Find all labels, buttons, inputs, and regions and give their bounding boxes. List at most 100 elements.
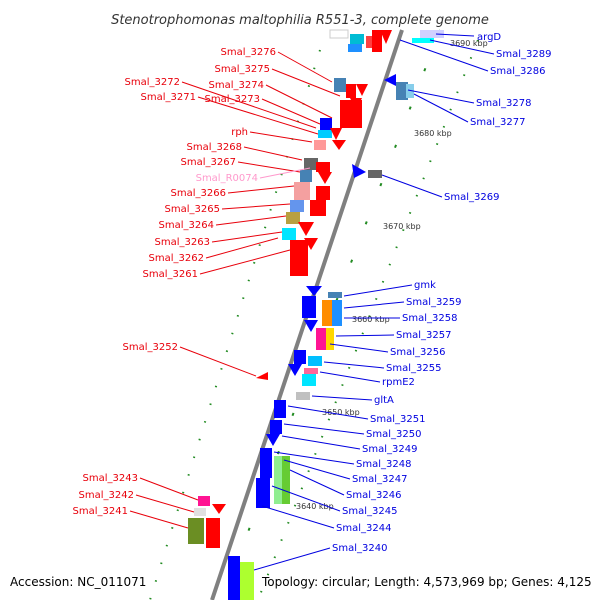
gene-label-smal-3247[interactable]: Smal_3247 [352,474,407,485]
gene-label-smal-3248[interactable]: Smal_3248 [356,459,411,470]
gene-smal-3275 [346,84,356,98]
tick-labels: 3690 kbp 3680 kbp 3670 kbp 3660 kbp 3650… [296,39,488,511]
leader-line [237,161,301,173]
gene-label-smal-3265[interactable]: Smal_3265 [165,204,220,215]
gene-label-rph[interactable]: rph [231,127,248,138]
gene-arrow [288,364,302,376]
gene-label-smal-3250[interactable]: Smal_3250 [366,429,421,440]
leader-line [435,33,475,37]
gene-rph [314,140,326,150]
gene-label-smal-3251[interactable]: Smal_3251 [370,414,425,425]
leader-line [199,249,291,275]
gene-label-smal-3257[interactable]: Smal_3257 [396,330,451,341]
gene-label-smal-r0074[interactable]: Smal_R0074 [196,173,258,184]
gene-block [329,29,349,39]
gene-block [326,328,334,350]
gene-smal-3256 [294,350,306,364]
gene-label-smal-3242[interactable]: Smal_3242 [79,490,134,501]
gene-arrow [330,128,342,140]
gene-block [310,200,326,216]
gene-smal-3274 [320,118,332,130]
gene-arrow [356,84,368,96]
leader-line [343,301,405,309]
gene-rpme2 [304,368,318,374]
gene-label-gmk[interactable]: gmk [414,280,436,291]
gene-features [188,29,444,600]
gene-smal-3289 [350,34,364,44]
gene-label-smal-3245[interactable]: Smal_3245 [342,506,397,517]
leader-line [273,451,355,465]
leader-line [281,435,361,450]
gene-smal-3272 [318,130,332,138]
gene-smal-3250 [270,420,282,434]
gene-label-smal-3273[interactable]: Smal_3273 [205,94,260,105]
gene-arrow [306,286,322,296]
gene-smal-3245 [256,478,270,508]
gene-smal-3263 [282,228,296,240]
gene-label-smal-3268[interactable]: Smal_3268 [187,142,242,153]
gene-label-rpme2[interactable]: rpmE2 [382,377,415,388]
gene-smal-3255 [308,356,322,366]
leader-line [243,146,303,161]
leader-line [259,167,311,179]
gene-label-smal-3278[interactable]: Smal_3278 [476,98,531,109]
gene-label-smal-3266[interactable]: Smal_3266 [171,188,226,199]
leader-line [283,423,365,435]
gene-label-smal-3274[interactable]: Smal_3274 [209,80,264,91]
gene-label-smal-3277[interactable]: Smal_3277 [470,117,525,128]
gene-label-smal-3272[interactable]: Smal_3272 [125,77,180,88]
leader-line [381,174,443,198]
gene-label-smal-3243[interactable]: Smal_3243 [83,473,138,484]
gene-block [372,30,382,52]
gene-label-smal-3275[interactable]: Smal_3275 [215,64,270,75]
gene-block [412,38,434,43]
gene-smal-3259 [328,292,342,298]
gene-label-smal-3246[interactable]: Smal_3246 [346,490,401,501]
gene-label-smal-3259[interactable]: Smal_3259 [406,297,461,308]
leader-line [265,84,333,119]
gene-smal-3240 [240,562,254,600]
gene-smal-3258 [322,300,332,326]
gene-label-gita[interactable]: gltA [374,395,394,406]
gene-label-smal-3262[interactable]: Smal_3262 [149,253,204,264]
gene-label-smal-3264[interactable]: Smal_3264 [159,220,214,231]
leader-line [335,334,395,337]
gene-label-smal-3255[interactable]: Smal_3255 [386,363,441,374]
gene-label-smal-3267[interactable]: Smal_3267 [181,157,236,168]
gene-label-smal-3286[interactable]: Smal_3286 [490,66,545,77]
gene-gmk [302,296,316,318]
gene-label-smal-3258[interactable]: Smal_3258 [402,313,457,324]
leader-line [287,405,369,420]
leader-line [271,68,341,97]
leader-line [323,361,385,369]
gene-smal-3246 [282,456,290,504]
gene-arrow [298,222,314,236]
gene-label-smal-3276[interactable]: Smal_3276 [221,47,276,58]
gene-label-smal-3261[interactable]: Smal_3261 [143,269,198,280]
leader-line [343,284,413,297]
gene-arrow [212,504,226,514]
gene-label-smal-3256[interactable]: Smal_3256 [390,347,445,358]
gene-label-smal-3289[interactable]: Smal_3289 [496,49,551,60]
gene-label-smal-3241[interactable]: Smal_3241 [73,506,128,517]
tick-label: 3650 kbp [322,408,360,417]
gene-argd [420,30,444,38]
gene-label-smal-3271[interactable]: Smal_3271 [141,92,196,103]
gene-smal-3243 [198,496,210,506]
gene-gita [296,392,310,400]
tick-label: 3680 kbp [414,129,452,138]
leader-line [179,346,257,377]
gene-label-smal-3240[interactable]: Smal_3240 [332,543,387,554]
gene-label-smal-3252[interactable]: Smal_3252 [123,342,178,353]
gene-label-smal-3249[interactable]: Smal_3249 [362,444,417,455]
gene-smal-3276 [334,78,346,92]
gene-smal-3252-arrow [256,372,268,380]
gene-label-smal-3263[interactable]: Smal_3263 [155,237,210,248]
leader-line [329,343,389,353]
gene-label-smal-3244[interactable]: Smal_3244 [336,523,391,534]
gene-arrow [384,74,396,86]
gene-label-smal-3269[interactable]: Smal_3269 [444,192,499,203]
gene-label-argd[interactable]: argD [477,32,501,43]
leader-line [249,131,313,143]
